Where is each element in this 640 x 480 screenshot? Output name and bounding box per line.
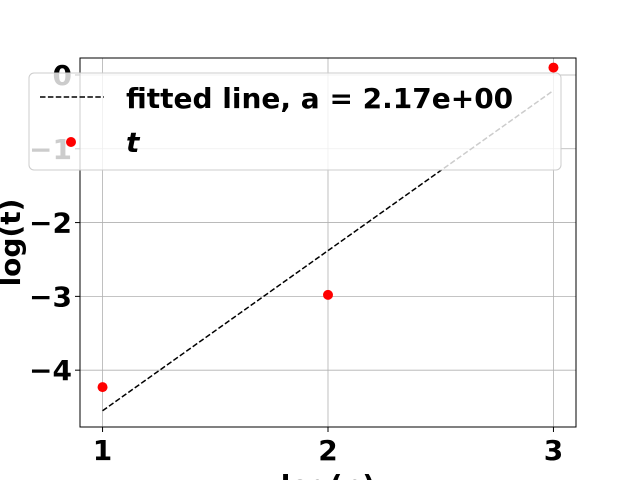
y-tick-label: −3	[29, 280, 72, 313]
y-axis-label: log(t)	[0, 199, 27, 287]
y-tick-label: −2	[29, 207, 72, 240]
x-tick-label: 2	[318, 434, 337, 467]
x-axis-label: log(n)	[281, 469, 375, 480]
x-tick-label: 3	[544, 434, 563, 467]
data-point	[97, 382, 108, 393]
y-tick-label: −4	[29, 354, 72, 387]
legend-point-marker	[66, 137, 76, 147]
legend: fitted line, a = 2.17e+00 t	[28, 72, 562, 171]
data-point-series	[97, 62, 559, 393]
data-point	[323, 289, 333, 300]
x-tick-label: 1	[93, 434, 112, 467]
legend-box	[28, 72, 562, 171]
data-point	[548, 62, 559, 73]
legend-entry-t: t	[126, 126, 141, 159]
legend-entry-fitted-line: fitted line, a = 2.17e+00	[126, 82, 513, 115]
